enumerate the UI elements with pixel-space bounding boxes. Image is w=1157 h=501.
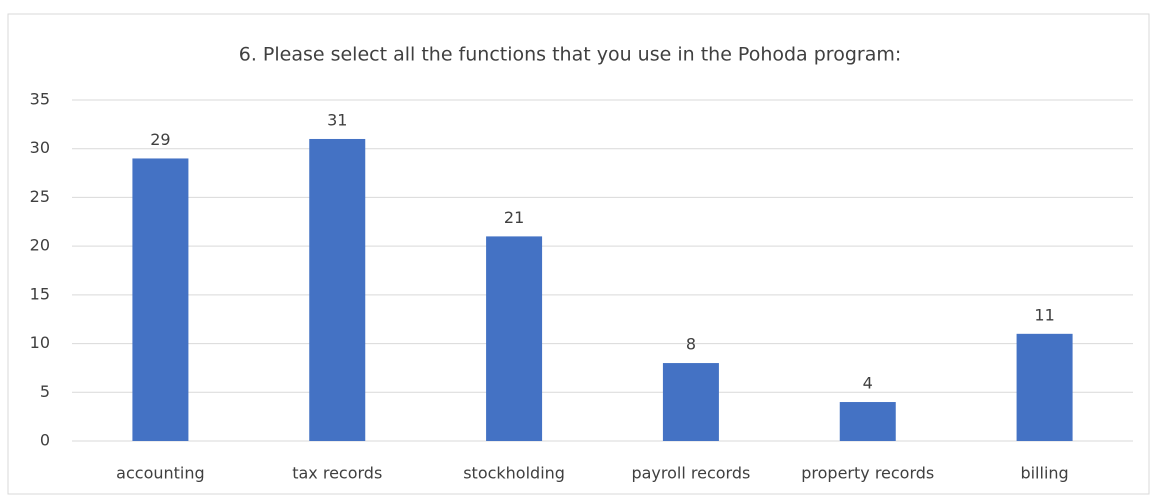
y-tick-label: 15 bbox=[30, 284, 50, 303]
x-tick-label: payroll records bbox=[631, 464, 750, 483]
bar bbox=[662, 363, 719, 441]
data-label: 11 bbox=[1034, 305, 1054, 324]
data-label: 21 bbox=[504, 208, 524, 227]
bar bbox=[1016, 333, 1073, 441]
x-tick-label: accounting bbox=[116, 464, 204, 483]
bar bbox=[839, 402, 896, 441]
data-label: 29 bbox=[150, 130, 170, 149]
bar bbox=[486, 236, 543, 441]
y-tick-label: 10 bbox=[30, 333, 50, 352]
data-label: 4 bbox=[863, 374, 873, 393]
data-label: 8 bbox=[686, 335, 696, 354]
y-tick-label: 35 bbox=[30, 90, 50, 109]
x-tick-label: stockholding bbox=[463, 464, 565, 483]
y-tick-label: 5 bbox=[40, 382, 50, 401]
data-label: 31 bbox=[327, 110, 347, 129]
y-tick-label: 30 bbox=[30, 138, 50, 157]
x-tick-label: property records bbox=[801, 464, 934, 483]
bar bbox=[309, 138, 366, 441]
chart-border bbox=[7, 13, 1150, 495]
chart-title: 6. Please select all the functions that … bbox=[239, 44, 902, 66]
x-tick-label: billing bbox=[1020, 464, 1068, 483]
x-tick-label: tax records bbox=[292, 464, 382, 483]
y-tick-label: 20 bbox=[30, 236, 50, 255]
y-tick-label: 25 bbox=[30, 187, 50, 206]
y-tick-label: 0 bbox=[40, 431, 50, 450]
bar bbox=[132, 158, 189, 441]
